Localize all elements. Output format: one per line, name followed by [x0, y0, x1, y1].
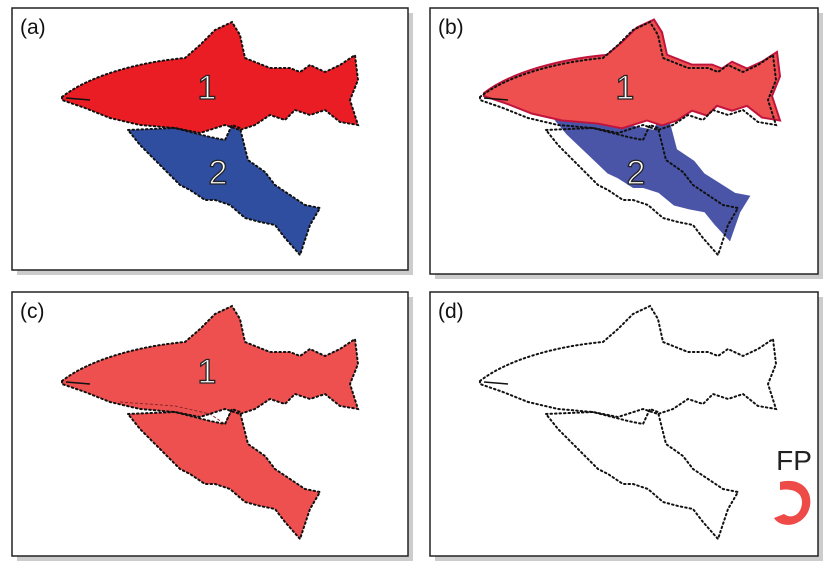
region-number: 2	[209, 154, 228, 192]
region-number: 2	[627, 154, 646, 192]
logo-text: FP	[776, 445, 812, 476]
panel-label: (a)	[20, 16, 46, 39]
region-number: 1	[616, 69, 635, 107]
panel: (b) 1 2	[430, 8, 823, 279]
panel-label: (c)	[20, 300, 45, 323]
panel: (c) 1	[12, 292, 413, 561]
panel: (d) FP	[430, 292, 823, 561]
region-number: 1	[198, 69, 217, 107]
panels: (a) 1 2 (b) 1 2 (c) 1 (d) FP	[12, 8, 823, 561]
region-number: 1	[198, 353, 217, 391]
panel-label: (d)	[438, 300, 464, 323]
figure: (a) 1 2 (b) 1 2 (c) 1 (d) FP	[0, 0, 824, 563]
panel-frame	[430, 292, 818, 556]
panel-label: (b)	[438, 16, 464, 39]
panel: (a) 1 2	[12, 8, 413, 275]
